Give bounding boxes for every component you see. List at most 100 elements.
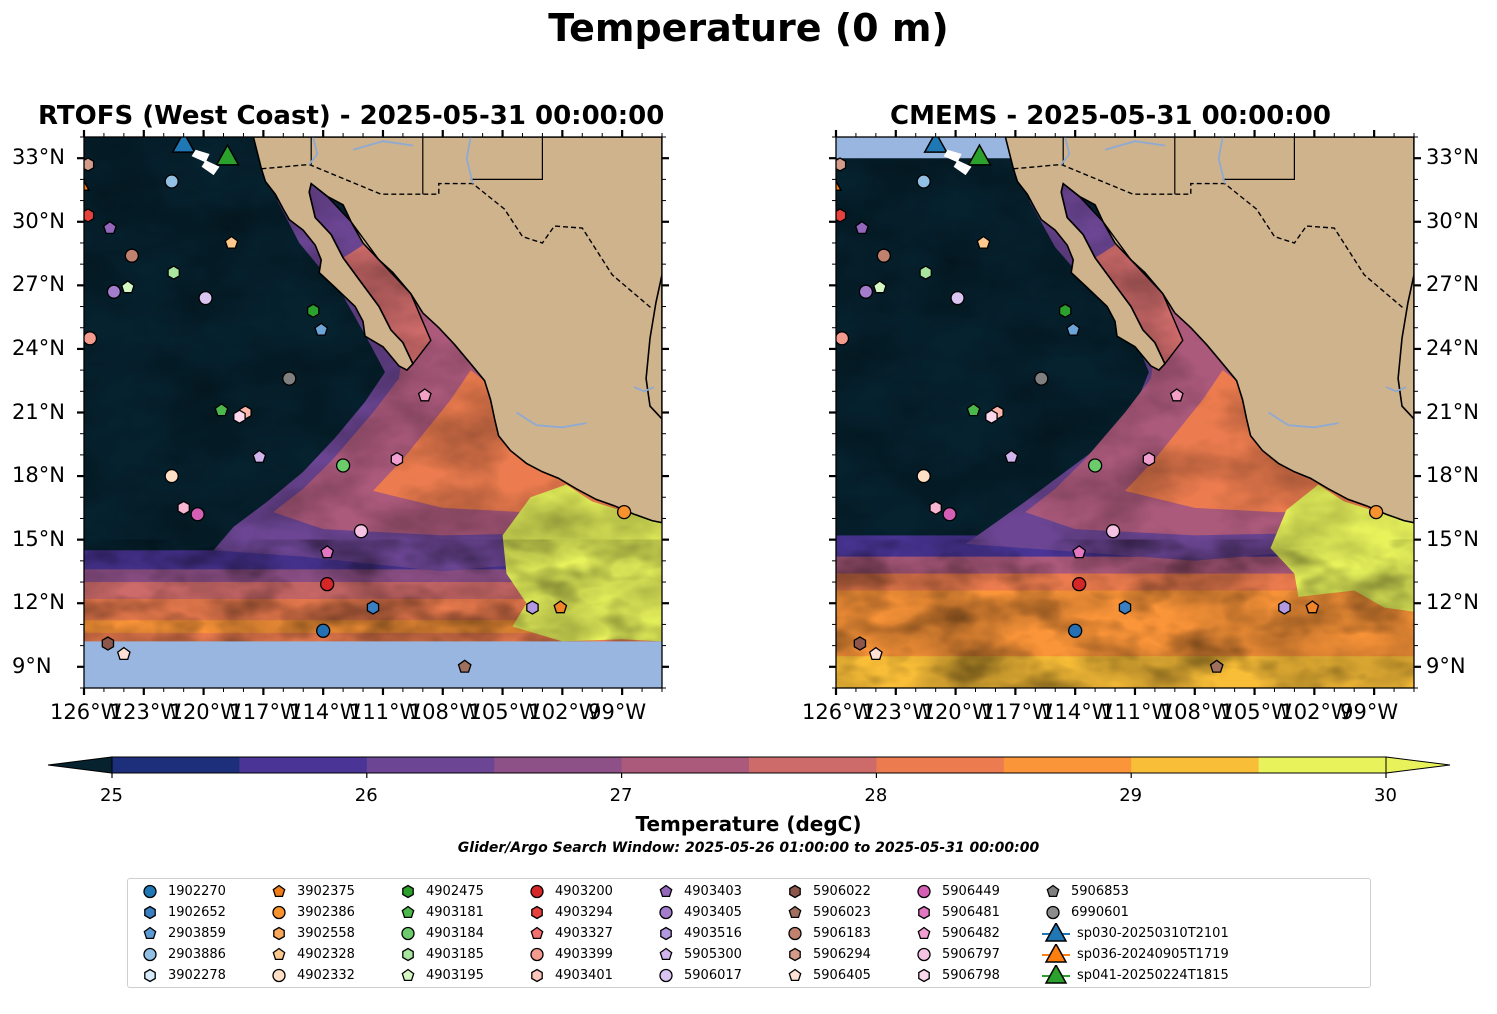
legend-label: 4903181: [426, 905, 484, 920]
legend-marker: [1042, 923, 1070, 942]
lon-tick-label: 108°W: [1160, 700, 1233, 724]
legend-label: 4903195: [426, 968, 484, 983]
legend-marker: [917, 947, 931, 962]
glider-marker: [84, 179, 91, 192]
argo-float-marker: [366, 600, 380, 615]
legend-label: 5906798: [942, 968, 1000, 983]
lat-tick-label: 12°N: [12, 590, 65, 615]
argo-float-marker: [976, 235, 991, 249]
legend-float-marker: [143, 947, 157, 962]
glider-marker: [967, 143, 992, 166]
argo-float-marker: [177, 500, 190, 516]
search-window-text: Glider/Argo Search Window: 2025-05-26 01…: [457, 840, 1040, 856]
legend-item: 4903200: [525, 881, 613, 902]
argo-float-marker: [164, 468, 179, 484]
colorbar-segment: [366, 757, 495, 773]
axis-ticks: [77, 130, 1421, 695]
legend-item: 4903195: [396, 965, 484, 986]
river: [308, 137, 319, 166]
lat-tick-label: 24°N: [12, 335, 65, 360]
legend-label: 4903403: [684, 884, 742, 899]
legend-marker: [273, 926, 285, 941]
colorbar-segment: [621, 757, 750, 773]
legend-marker: [917, 926, 931, 940]
legend-item: 5906017: [654, 965, 742, 986]
legend-item: 3902375: [267, 881, 355, 902]
legend-label: 5906405: [813, 968, 871, 983]
river: [352, 140, 414, 151]
colorbar-label: Temperature (degC): [635, 812, 862, 836]
argo-float-marker: [1105, 524, 1121, 539]
legend-float-marker: [1046, 905, 1060, 920]
argo-float-marker: [950, 290, 965, 306]
legend-marker: [144, 905, 156, 920]
lon-tick-label: 99°W: [588, 700, 647, 724]
argo-float-marker: [1278, 600, 1291, 615]
argo-float-marker: [1004, 449, 1019, 463]
legend-label: 4902475: [426, 884, 484, 899]
legend-label: 3902386: [297, 905, 355, 920]
legend-float-marker: [144, 968, 156, 983]
legend-marker: [402, 947, 414, 962]
lon-tick-label: 123°W: [109, 700, 182, 724]
legend-label: 5906797: [942, 947, 1000, 962]
lat-tick-label: 24°N: [1426, 335, 1479, 360]
legend-label: 4903516: [684, 926, 742, 941]
legend-marker: [401, 905, 415, 919]
argo-float-marker: [985, 409, 998, 424]
legend-marker: [788, 905, 802, 919]
argo-float-marker: [353, 524, 369, 539]
argo-float-marker: [167, 265, 180, 280]
legend-item: 2903886: [138, 944, 226, 965]
us-mexico-border: [1013, 163, 1405, 310]
legend-item: 5906481: [912, 902, 1000, 923]
argo-float-marker: [526, 600, 539, 615]
argo-float-marker: [1034, 371, 1049, 386]
legend-item: 3902558: [267, 923, 355, 944]
colorbar-outline: [111, 756, 1387, 774]
legend-label: 1902652: [168, 905, 226, 920]
argo-float-marker: [124, 248, 139, 263]
argo-float-marker: [314, 322, 329, 336]
lat-tick-label: 18°N: [1426, 463, 1479, 488]
lon-tick-label: 102°W: [1280, 700, 1352, 724]
argo-float-marker: [916, 468, 931, 484]
argo-float-marker: [1305, 600, 1320, 614]
argo-float-marker: [1072, 545, 1087, 559]
lat-tick-label: 33°N: [12, 145, 65, 170]
legend-glider-marker: [1044, 944, 1068, 963]
legend-label: 6990601: [1071, 905, 1129, 920]
lon-tick-label: 120°W: [169, 700, 241, 724]
argo-float-marker: [942, 507, 957, 522]
argo-float-marker: [1068, 623, 1083, 638]
legend-marker: [143, 947, 157, 962]
colorbar-segment: [112, 757, 240, 773]
argo-float-marker: [872, 280, 887, 294]
legend-float-marker: [788, 968, 802, 982]
legend-item: 3902386: [267, 902, 355, 923]
lon-tick-label: 117°W: [981, 700, 1053, 724]
legend-item: sp036-20240905T1719: [1041, 944, 1229, 965]
state-border: [1222, 137, 1296, 180]
legend-marker: [917, 884, 931, 899]
legend-label: sp036-20240905T1719: [1077, 947, 1229, 962]
legend-marker: [659, 884, 673, 898]
legend-label: 2903859: [168, 926, 226, 941]
legend-label: 5906017: [684, 968, 742, 983]
legend-float-marker: [401, 968, 415, 982]
lat-tick-label: 9°N: [12, 653, 52, 678]
legend-marker: [1042, 944, 1070, 963]
legend-marker: [143, 884, 157, 899]
argo-float-marker: [1118, 600, 1132, 615]
argo-float-marker: [929, 500, 942, 516]
legend-label: 5906294: [813, 947, 871, 962]
legend-item: 5906022: [783, 881, 871, 902]
legend-float-marker: [530, 947, 544, 962]
glider-marker: [923, 137, 948, 153]
legend-label: sp041-20250224T1815: [1077, 968, 1229, 983]
colorbar-tick-label: 28: [864, 785, 888, 806]
legend-item: 4902328: [267, 944, 355, 965]
legend-float-marker: [659, 968, 673, 983]
glider-marker: [171, 137, 196, 153]
legend-label: 4903294: [555, 905, 613, 920]
